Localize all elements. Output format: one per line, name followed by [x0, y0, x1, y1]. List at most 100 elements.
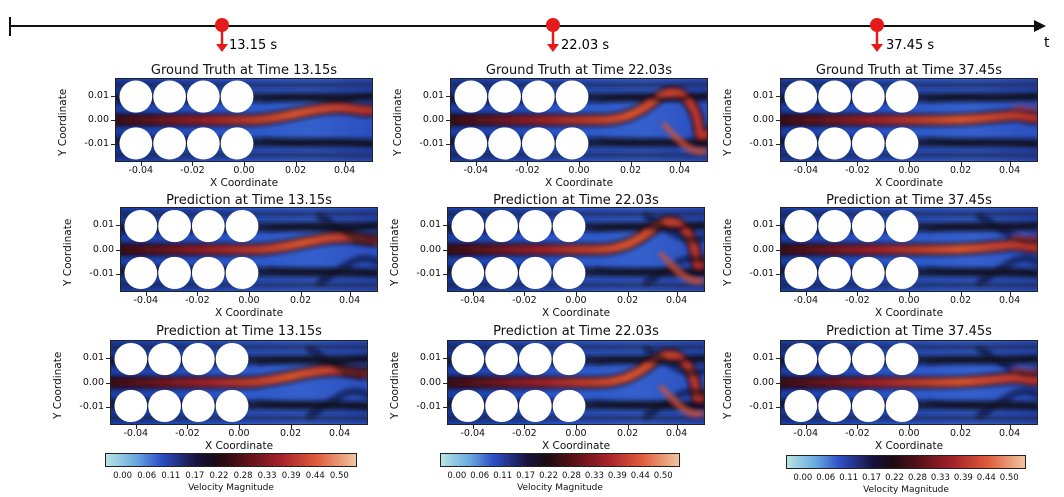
colorbar-tick-label: 0.22 [885, 473, 904, 483]
cylinder [818, 256, 851, 290]
x-tick-mark [909, 162, 910, 166]
cylinder [225, 209, 259, 243]
y-tick-mark [111, 144, 115, 146]
cylinder [485, 256, 518, 290]
colorbar-label: Velocity Magnitude [517, 483, 603, 493]
plot-title: Ground Truth at Time 13.15s [150, 63, 338, 78]
plot-title: Prediction at Time 22.03s [493, 324, 659, 339]
y-tick-mark [776, 382, 780, 384]
cylinder [885, 209, 919, 243]
colorbar-tick-label: 0.28 [561, 471, 581, 481]
colorbar-strip [786, 455, 1026, 469]
x-tick-label: 0.00 [233, 165, 255, 176]
x-tick-mark [192, 162, 194, 166]
x-tick-label: 0.00 [898, 295, 920, 306]
cylinder [454, 127, 488, 160]
x-tick-mark [145, 292, 147, 296]
colorbar-tick-label: 0.11 [839, 473, 859, 483]
y-axis-label: Y Coordinate [62, 218, 74, 286]
x-axis-label: X Coordinate [209, 177, 279, 189]
cylinder [454, 80, 488, 113]
x-tick-label: 0.00 [228, 428, 250, 439]
cylinder [485, 209, 518, 243]
x-tick-label: 0.02 [950, 295, 972, 306]
y-tick-label: 0.00 [419, 376, 441, 388]
cylinder [153, 127, 186, 160]
x-axis-label: X Coordinate [874, 177, 944, 189]
y-axis-label: Y Coordinate [392, 88, 404, 156]
velocity-field-plot [115, 78, 373, 162]
x-tick-mark [527, 162, 529, 166]
x-tick-label: -0.04 [460, 428, 486, 439]
cylinder [215, 389, 249, 423]
x-tick-mark [472, 425, 474, 429]
cylinder [158, 209, 191, 243]
cylinder [885, 80, 919, 113]
y-axis-label: Y Coordinate [52, 351, 64, 419]
y-tick-label: 0.00 [752, 376, 774, 388]
plot-panel: Prediction at Time 13.15s 0.01 0.00 -0.01 -0… [50, 324, 368, 455]
y-tick-mark [116, 274, 120, 276]
cylinder [818, 80, 851, 113]
y-tick-mark [443, 357, 447, 359]
y-tick-mark [446, 120, 450, 121]
x-tick-label: -0.04 [460, 295, 486, 306]
colorbar-2: 0.00 0.06 0.11 0.17 0.22 0.28 0.33 0.39 0.44 0.50… [440, 453, 680, 495]
cylinder [186, 80, 220, 113]
timeline: 13.15 s 22.03 s 37.45 s t [9, 17, 1050, 53]
cylinder [818, 127, 851, 160]
velocity-field-plot [450, 78, 708, 162]
y-tick-label: -0.01 [89, 268, 114, 280]
colorbar-tick-label: 0.00 [113, 471, 133, 481]
x-tick-label: 0.04 [339, 295, 361, 306]
cylinder [552, 389, 586, 423]
colorbar-tick-label: 0.11 [161, 471, 181, 481]
colorbar-tick-label: 0.39 [953, 473, 973, 483]
colorbar-tick-label: 0.28 [907, 473, 927, 483]
x-tick-mark [290, 425, 292, 429]
x-tick-mark [960, 162, 962, 166]
y-tick-label: -0.01 [416, 268, 441, 280]
cylinder [114, 342, 148, 376]
cylinder [521, 80, 555, 113]
x-tick-label: 0.04 [334, 165, 356, 176]
x-tick-label: 0.02 [285, 165, 307, 176]
y-tick-label: 0.00 [82, 376, 104, 388]
cylinder [114, 389, 148, 423]
x-axis-label: X Coordinate [204, 440, 274, 452]
velocity-field-plot [447, 207, 705, 292]
colorbar-strip [105, 453, 357, 467]
x-tick-mark [349, 292, 351, 296]
colorbar-3: 0.00 0.06 0.11 0.17 0.22 0.28 0.33 0.39 0.44 0.50… [786, 455, 1026, 495]
colorbar-strip [440, 453, 680, 467]
cylinder [488, 127, 521, 160]
cylinder [215, 342, 249, 376]
cylinder [148, 389, 181, 423]
x-tick-mark [475, 162, 477, 166]
y-axis-label: Y Coordinate [722, 218, 734, 286]
y-tick-mark [776, 144, 780, 146]
x-tick-label: 0.00 [568, 165, 590, 176]
y-tick-label: 0.00 [422, 114, 444, 125]
plot-title: Prediction at Time 37.45s [826, 193, 992, 208]
velocity-field-plot [780, 207, 1038, 292]
x-tick-mark [244, 162, 245, 166]
timeline-marker-3 [870, 18, 884, 52]
colorbar-label: Velocity Magnitude [863, 485, 949, 495]
x-tick-mark [627, 425, 629, 429]
y-tick-mark [106, 357, 110, 359]
x-tick-mark [960, 425, 962, 429]
y-tick-label: -0.01 [419, 138, 444, 150]
colorbar-tick-label: 0.22 [209, 471, 229, 481]
x-axis-label: X Coordinate [541, 307, 611, 319]
velocity-field-image [448, 341, 704, 424]
y-tick-mark [776, 274, 780, 276]
x-tick-label: 0.00 [565, 295, 587, 306]
y-tick-label: 0.01 [419, 351, 441, 363]
x-tick-mark [249, 292, 250, 296]
x-tick-mark [627, 292, 629, 296]
cylinder [784, 80, 818, 113]
cylinder [552, 342, 586, 376]
x-tick-label: -0.04 [128, 165, 154, 176]
cylinder [220, 80, 254, 113]
